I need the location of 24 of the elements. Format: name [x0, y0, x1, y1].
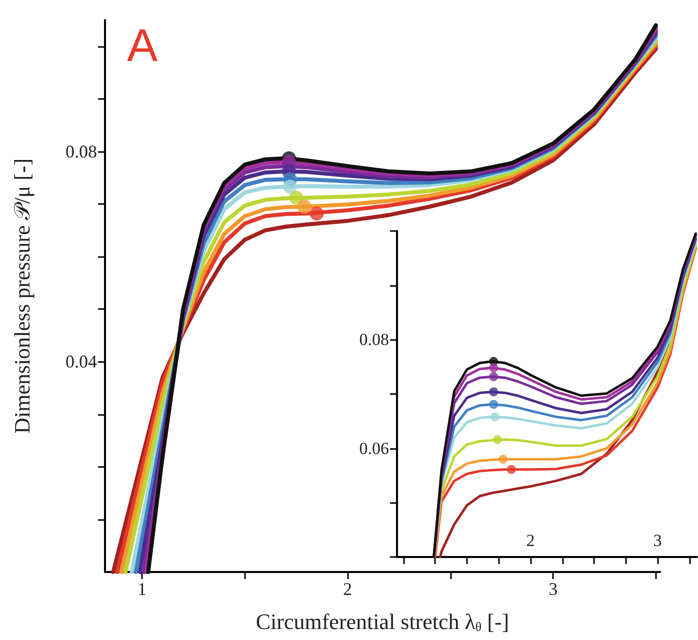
y-tick-label: 0.04 — [66, 352, 97, 372]
point — [489, 363, 498, 372]
x-tick-label: 1 — [138, 579, 146, 599]
point — [492, 435, 502, 444]
annotation: A — [127, 19, 158, 71]
x-tick-label: 3 — [653, 531, 662, 550]
point — [506, 465, 516, 474]
point — [489, 400, 498, 409]
x-tick-label: 3 — [548, 579, 558, 599]
point — [289, 190, 304, 205]
point — [310, 206, 324, 220]
x-tick-label: 2 — [526, 531, 535, 550]
x-tick-label: 2 — [343, 579, 352, 599]
point — [498, 454, 508, 464]
y-tick-label: 0.08 — [359, 330, 389, 350]
x-axis-title: Circumferential stretch λθ [-] — [256, 609, 510, 634]
point — [297, 200, 312, 214]
point — [283, 180, 297, 194]
y-tick-label: 0.06 — [359, 438, 389, 458]
point — [490, 412, 500, 422]
y-axis-title: Dimensionless pressure 𝒫/μ [-] — [10, 158, 34, 434]
point — [489, 387, 498, 396]
y-tick-label: 0.08 — [66, 141, 97, 162]
point — [489, 372, 498, 382]
